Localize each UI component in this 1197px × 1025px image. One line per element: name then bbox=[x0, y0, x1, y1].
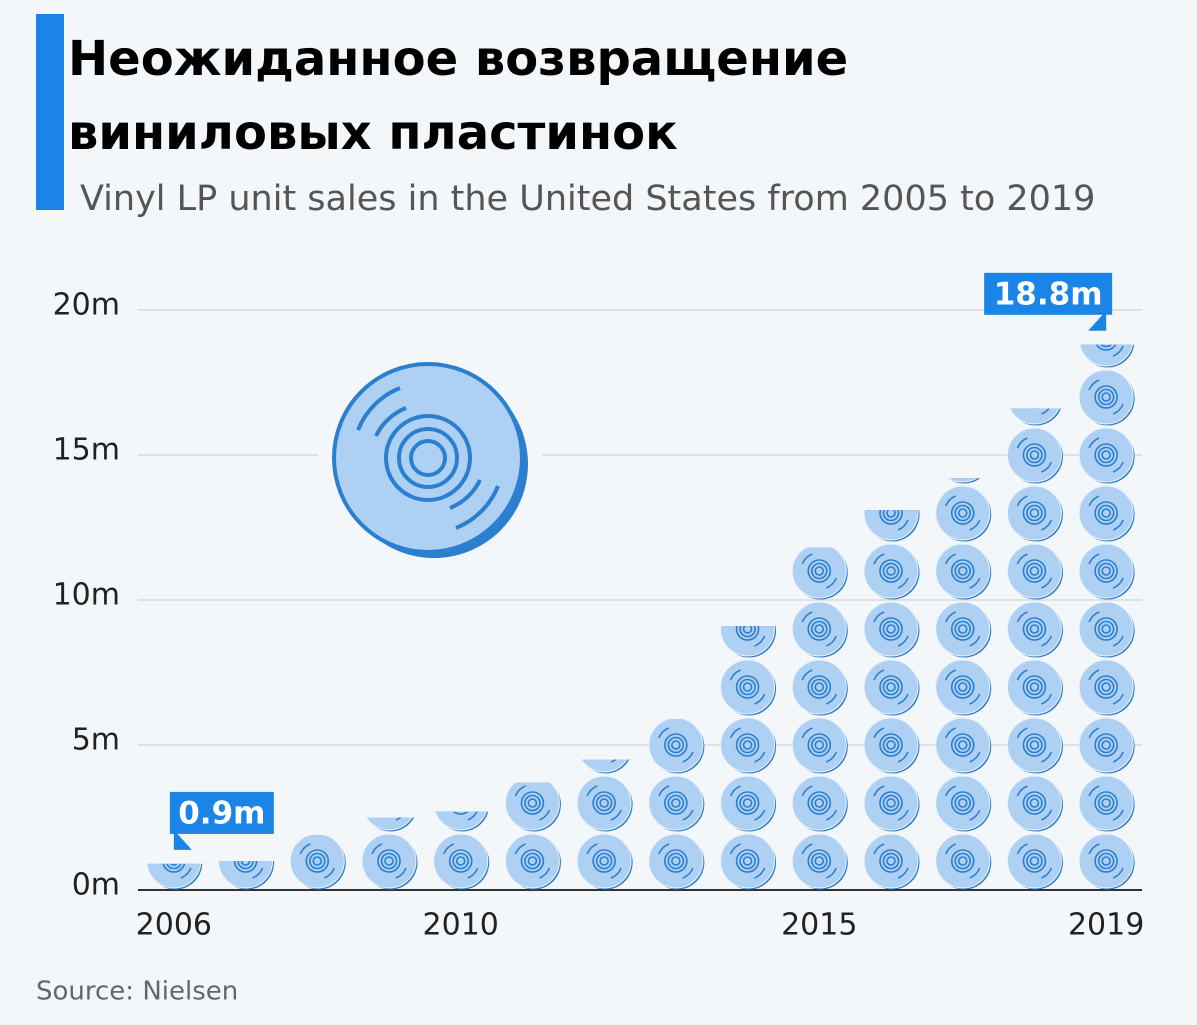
x-tick-label: 2019 bbox=[1068, 908, 1144, 943]
disc-column bbox=[361, 817, 418, 890]
x-tick-label: 2010 bbox=[423, 908, 499, 943]
y-tick-label: 0m bbox=[72, 868, 120, 903]
disc-column bbox=[146, 863, 203, 890]
disc-column bbox=[504, 782, 561, 890]
disc-column bbox=[648, 718, 705, 890]
icon bbox=[318, 348, 542, 572]
x-tick-label: 2015 bbox=[781, 908, 857, 943]
chart-title: Неожиданное возвращение виниловых пласти… bbox=[68, 31, 849, 161]
y-tick-label: 10m bbox=[53, 578, 120, 613]
source: Source: Nielsen bbox=[36, 977, 238, 1007]
disc-column bbox=[576, 759, 633, 890]
disc-column bbox=[720, 626, 777, 890]
y-tick-label: 20m bbox=[53, 288, 120, 323]
x-tick-label: 2006 bbox=[136, 908, 212, 943]
value-label: 0.9m bbox=[178, 795, 265, 831]
subtitle: Vinyl LP unit sales in the United States… bbox=[80, 179, 1095, 219]
callout: 18.8m bbox=[984, 272, 1113, 331]
y-tick-label: 15m bbox=[53, 433, 120, 468]
callout: 0.9m bbox=[169, 791, 274, 850]
disc-column bbox=[863, 510, 920, 890]
disc-column bbox=[289, 834, 346, 890]
disc-column bbox=[791, 547, 848, 890]
disc-column bbox=[1078, 344, 1135, 890]
y-tick-label: 5m bbox=[72, 723, 120, 758]
value-label: 18.8m bbox=[994, 276, 1103, 312]
disc-column bbox=[433, 811, 490, 890]
disc-column bbox=[1006, 408, 1063, 890]
disc-column bbox=[218, 861, 275, 890]
accent-bar bbox=[36, 14, 64, 210]
disc-column bbox=[935, 478, 992, 890]
